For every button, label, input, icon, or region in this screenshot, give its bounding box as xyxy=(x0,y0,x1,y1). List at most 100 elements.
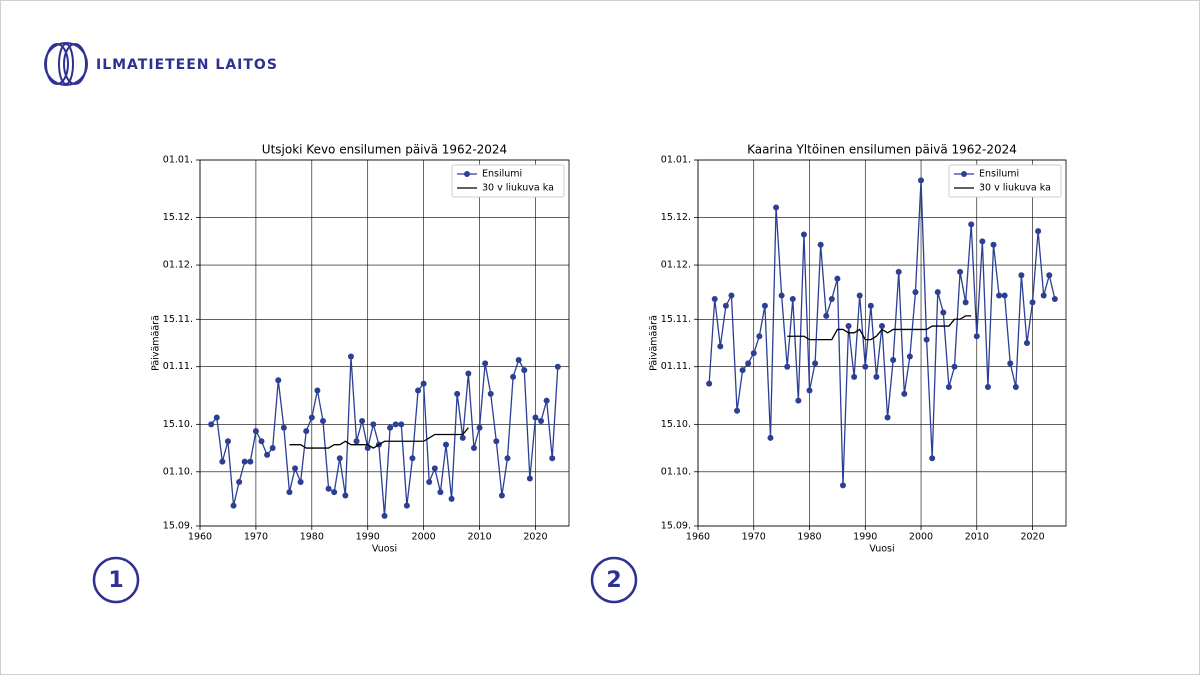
data-point xyxy=(381,512,388,519)
data-point xyxy=(241,458,248,465)
y-tick-label: 15.11. xyxy=(661,314,691,325)
data-point xyxy=(398,421,405,428)
data-point xyxy=(498,492,505,499)
data-point xyxy=(851,373,858,380)
x-tick-label: 2020 xyxy=(1020,532,1044,543)
y-tick-label: 15.12. xyxy=(163,212,193,223)
data-point xyxy=(515,356,522,363)
data-point xyxy=(789,295,796,302)
data-point xyxy=(828,295,835,302)
data-point xyxy=(962,299,969,306)
y-tick-label: 15.10. xyxy=(661,419,691,430)
logo-text: ILMATIETEEN LAITOS xyxy=(96,57,278,73)
data-point xyxy=(839,482,846,489)
y-tick-label: 01.10. xyxy=(661,466,691,477)
data-point xyxy=(437,489,444,496)
y-tick-label: 15.09. xyxy=(163,521,193,532)
data-point xyxy=(1001,292,1008,299)
series-line xyxy=(708,180,1056,486)
y-axis-label: Päivämäärä xyxy=(151,315,162,371)
data-point xyxy=(951,363,958,370)
data-point xyxy=(510,373,517,380)
data-point xyxy=(387,424,394,431)
y-tick-label: 01.01. xyxy=(163,155,193,166)
legend-label: Ensilumi xyxy=(482,169,522,180)
data-point xyxy=(990,241,997,248)
data-point xyxy=(761,302,768,309)
data-point xyxy=(370,421,377,428)
data-point xyxy=(431,465,438,472)
data-point xyxy=(275,377,282,384)
data-point xyxy=(219,458,226,465)
data-point xyxy=(269,445,276,452)
data-point xyxy=(734,407,741,414)
x-tick-label: 1980 xyxy=(797,532,821,543)
data-point xyxy=(906,353,913,360)
x-tick-label: 1990 xyxy=(853,532,877,543)
legend-label: 30 v liukuva ka xyxy=(979,183,1051,194)
chart-title: Kaarina Yltöinen ensilumen päivä 1962-20… xyxy=(747,143,1017,157)
data-point xyxy=(1018,272,1025,279)
data-point xyxy=(1007,360,1014,367)
data-point xyxy=(996,292,1003,299)
data-point xyxy=(767,434,774,441)
x-tick-label: 1990 xyxy=(356,532,380,543)
data-point xyxy=(465,370,472,377)
data-point xyxy=(711,295,718,302)
data-point xyxy=(426,478,433,485)
legend-label: 30 v liukuva ka xyxy=(482,183,554,194)
y-tick-label: 15.09. xyxy=(661,521,691,532)
logo-arc xyxy=(58,43,74,85)
data-point xyxy=(538,417,545,424)
data-point xyxy=(208,421,215,428)
data-point xyxy=(392,421,399,428)
plot-frame xyxy=(199,159,570,527)
data-point xyxy=(745,360,752,367)
series-line xyxy=(210,356,559,516)
data-point xyxy=(934,289,941,296)
x-tick-label: 2010 xyxy=(467,532,491,543)
data-point xyxy=(504,455,511,462)
data-point xyxy=(292,465,299,472)
data-point xyxy=(297,478,304,485)
data-point xyxy=(526,475,533,482)
data-point xyxy=(1012,384,1019,391)
badge-ring xyxy=(92,556,140,604)
data-point xyxy=(493,438,500,445)
data-point xyxy=(728,292,735,299)
x-tick-label: 1980 xyxy=(300,532,324,543)
data-point xyxy=(973,333,980,340)
chart: Utsjoki Kevo ensilumen päivä 1962-2024 Vu… xyxy=(151,143,570,555)
data-point xyxy=(1051,295,1058,302)
y-tick-label: 01.01. xyxy=(661,155,691,166)
x-tick-label: 2020 xyxy=(523,532,547,543)
data-point xyxy=(543,397,550,404)
x-tick-label: 1960 xyxy=(188,532,212,543)
data-point xyxy=(800,231,807,238)
legend-marker xyxy=(961,171,967,177)
data-point xyxy=(443,441,449,448)
data-point xyxy=(984,384,991,391)
data-point xyxy=(873,373,880,380)
legend-marker xyxy=(464,171,470,177)
legend-label: Ensilumi xyxy=(979,169,1019,180)
data-point xyxy=(817,241,824,248)
y-tick-label: 01.12. xyxy=(163,260,193,271)
data-point xyxy=(415,387,422,394)
chart: Kaarina Yltöinen ensilumen päivä 1962-20… xyxy=(649,143,1067,555)
y-tick-label: 15.10. xyxy=(163,419,193,430)
data-point xyxy=(890,356,897,363)
x-axis-label: Vuosi xyxy=(869,544,894,555)
data-point xyxy=(750,350,757,357)
x-tick-label: 2000 xyxy=(412,532,436,543)
data-point xyxy=(264,451,271,458)
data-point xyxy=(773,204,780,211)
data-point xyxy=(968,221,975,228)
data-point xyxy=(448,495,455,502)
data-point xyxy=(213,414,220,421)
y-tick-label: 01.12. xyxy=(661,260,691,271)
data-point xyxy=(895,268,902,275)
legend: Ensilumi 30 v liukuva ka xyxy=(451,164,565,198)
logo xyxy=(44,42,88,86)
y-tick-label: 01.10. xyxy=(163,466,193,477)
